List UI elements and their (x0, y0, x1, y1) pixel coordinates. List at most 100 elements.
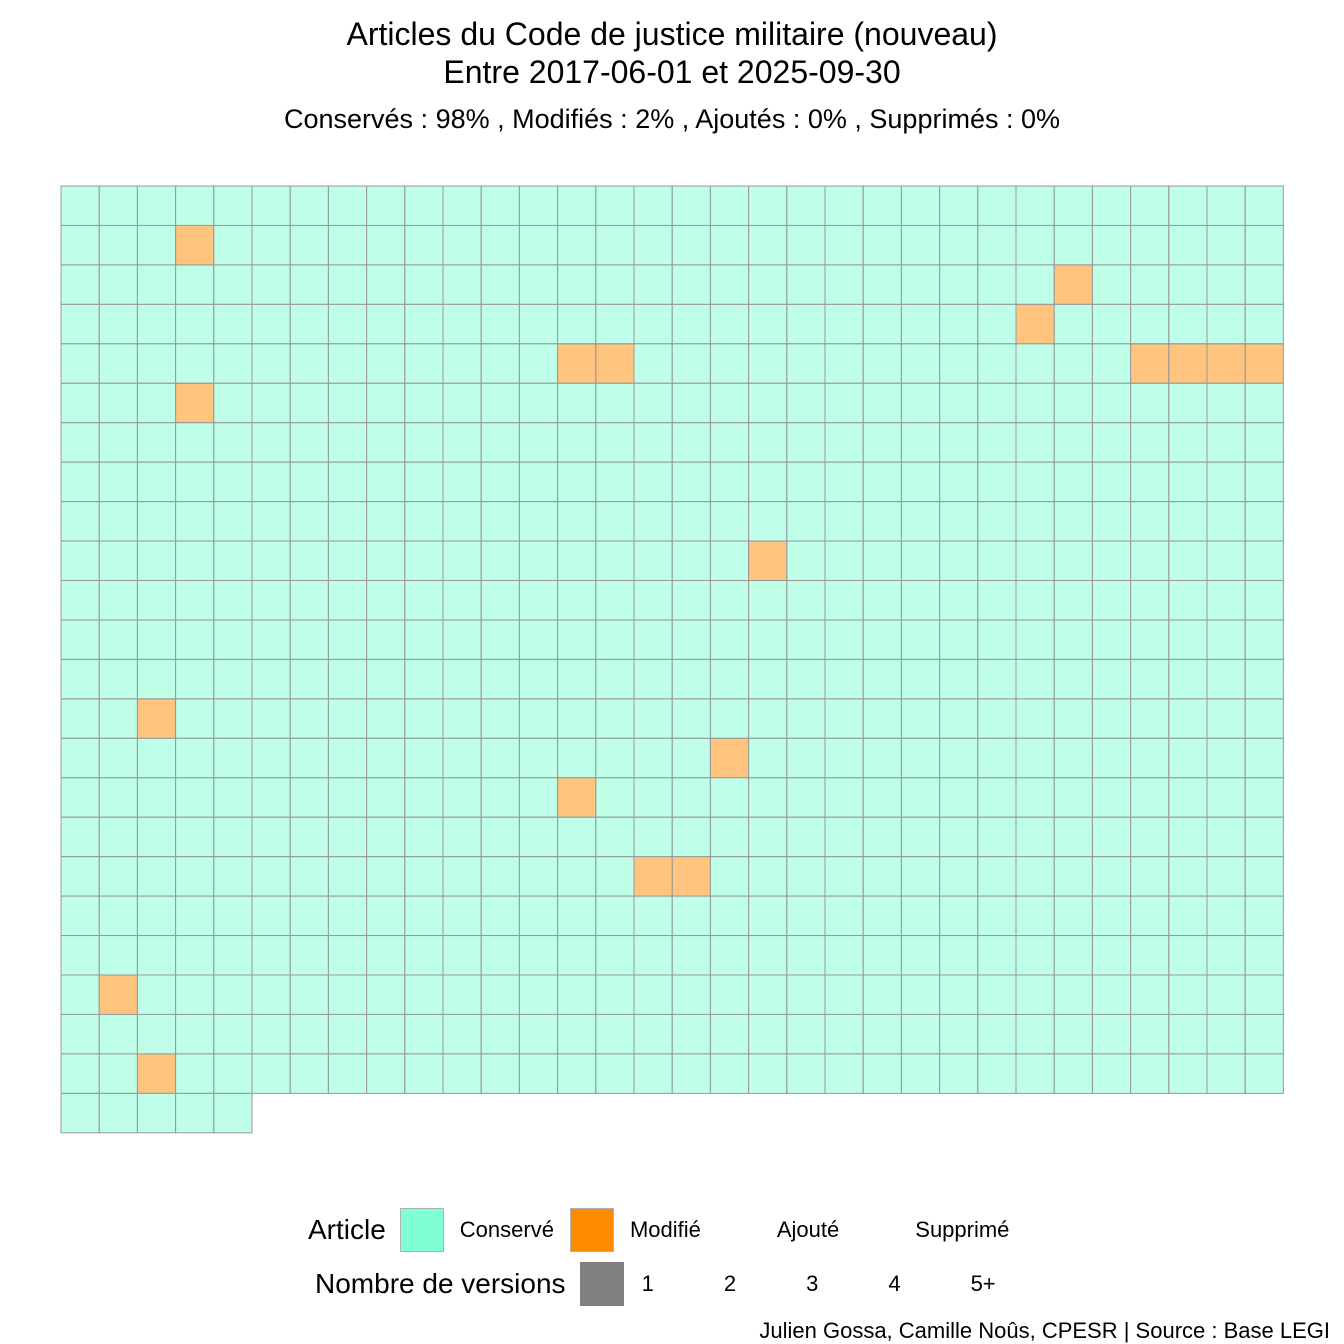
waffle-cell-conserve (98, 540, 138, 581)
waffle-cell-conserve (404, 540, 444, 581)
waffle-cell-conserve (60, 1092, 100, 1134)
waffle-cell-conserve (709, 698, 750, 739)
waffle-cell-conserve (327, 461, 368, 503)
waffle-cell-conserve (824, 501, 864, 542)
waffle-cell-conserve (1091, 461, 1132, 503)
waffle-cell-conserve (518, 343, 559, 384)
waffle-cell-conserve (136, 658, 177, 700)
waffle-cell-conserve (480, 382, 520, 424)
waffle-cell-conserve (442, 185, 482, 226)
waffle-cell-conserve (939, 264, 979, 305)
waffle-cell-conserve (1015, 1013, 1055, 1055)
waffle-cell-conserve (480, 343, 520, 384)
summary-sep-3: , (854, 104, 870, 134)
waffle-cell-conserve (213, 974, 253, 1015)
waffle-cell-conserve (633, 1013, 673, 1055)
waffle-cell-conserve (557, 619, 597, 660)
waffle-cell-conserve (709, 935, 750, 976)
waffle-cell-conserve (824, 422, 864, 463)
waffle-cell-conserve (977, 698, 1017, 739)
waffle-cell-conserve (900, 461, 941, 503)
waffle-chart (60, 185, 1284, 1134)
waffle-cell-conserve (1091, 974, 1132, 1015)
waffle-cell-conserve (862, 382, 902, 424)
waffle-cell-conserve (900, 224, 941, 266)
waffle-cell-conserve (748, 777, 788, 818)
waffle-cell-conserve (60, 1053, 100, 1094)
waffle-cell-conserve (595, 382, 635, 424)
waffle-cell-conserve (404, 303, 444, 345)
waffle-cell-conserve (366, 658, 406, 700)
waffle-cell-conserve (977, 974, 1017, 1015)
waffle-cell-conserve (327, 540, 368, 581)
waffle-cell-conserve (862, 501, 902, 542)
waffle-cell-conserve (251, 422, 291, 463)
waffle-cell-conserve (98, 422, 138, 463)
waffle-cell-conserve (977, 461, 1017, 503)
waffle-cell-conserve (251, 935, 291, 976)
legend-versions-1: 1 (641, 1271, 654, 1296)
waffle-cell-conserve (327, 1053, 368, 1094)
waffle-cell-conserve (786, 264, 826, 305)
waffle-cell-conserve (1130, 658, 1170, 700)
waffle-cell-conserve (136, 540, 177, 581)
waffle-cell-conserve (213, 777, 253, 818)
waffle-cell-conserve (939, 737, 979, 779)
waffle-cell-conserve (1168, 501, 1208, 542)
waffle-cell-conserve (1015, 895, 1055, 937)
waffle-cell-conserve (327, 698, 368, 739)
waffle-cell-conserve (327, 1013, 368, 1055)
waffle-cell-conserve (518, 422, 559, 463)
waffle-cell-conserve (98, 1092, 138, 1134)
waffle-cell-conserve (98, 580, 138, 621)
waffle-cell-conserve (1244, 303, 1284, 345)
waffle-cell-conserve (786, 698, 826, 739)
waffle-cell-conserve (60, 1013, 100, 1055)
waffle-cell-conserve (404, 935, 444, 976)
waffle-cell-conserve (442, 974, 482, 1015)
summary-sep-1: , (497, 104, 513, 134)
waffle-cell-conserve (862, 1013, 902, 1055)
waffle-cell-conserve (557, 1013, 597, 1055)
waffle-cell-conserve (671, 619, 711, 660)
waffle-cell-conserve (1091, 224, 1132, 266)
waffle-cell-conserve (251, 974, 291, 1015)
waffle-cell-conserve (1053, 185, 1093, 226)
waffle-cell-conserve (518, 816, 559, 858)
waffle-cell-conserve (366, 224, 406, 266)
waffle-cell-conserve (213, 461, 253, 503)
waffle-cell-conserve (1130, 264, 1170, 305)
waffle-cell-conserve (327, 935, 368, 976)
waffle-cell-conserve (557, 422, 597, 463)
waffle-cell-conserve (289, 422, 329, 463)
waffle-cell-conserve (1053, 1053, 1093, 1094)
waffle-cell-conserve (748, 816, 788, 858)
waffle-cell-conserve (1053, 777, 1093, 818)
waffle-cell-conserve (900, 698, 941, 739)
waffle-cell-conserve (786, 224, 826, 266)
waffle-cell-conserve (977, 343, 1017, 384)
waffle-cell-conserve (748, 501, 788, 542)
waffle-cell-conserve (327, 974, 368, 1015)
waffle-cell-conserve (1053, 658, 1093, 700)
waffle-cell-conserve (327, 658, 368, 700)
waffle-cell-conserve (1053, 619, 1093, 660)
waffle-cell-conserve (977, 580, 1017, 621)
waffle-cell-conserve (1015, 935, 1055, 976)
waffle-cell-conserve (557, 264, 597, 305)
legend-versions-2: 2 (723, 1271, 737, 1296)
waffle-cell-conserve (748, 185, 788, 226)
waffle-cell-conserve (251, 1053, 291, 1094)
waffle-cell-conserve (366, 422, 406, 463)
waffle-cell-conserve (1015, 777, 1055, 818)
summary-modifies-value: 2% (635, 104, 675, 134)
waffle-cell-conserve (175, 343, 215, 384)
summary-conserves-value: 98% (435, 104, 490, 134)
waffle-cell-conserve (98, 1013, 138, 1055)
waffle-cell-conserve (633, 619, 673, 660)
summary-ajoutes-label: Ajoutés : (695, 104, 801, 134)
waffle-cell-modifie (1244, 343, 1284, 384)
waffle-cell-conserve (1206, 856, 1246, 897)
waffle-cell-modifie (136, 698, 177, 739)
waffle-cell-conserve (900, 777, 941, 818)
